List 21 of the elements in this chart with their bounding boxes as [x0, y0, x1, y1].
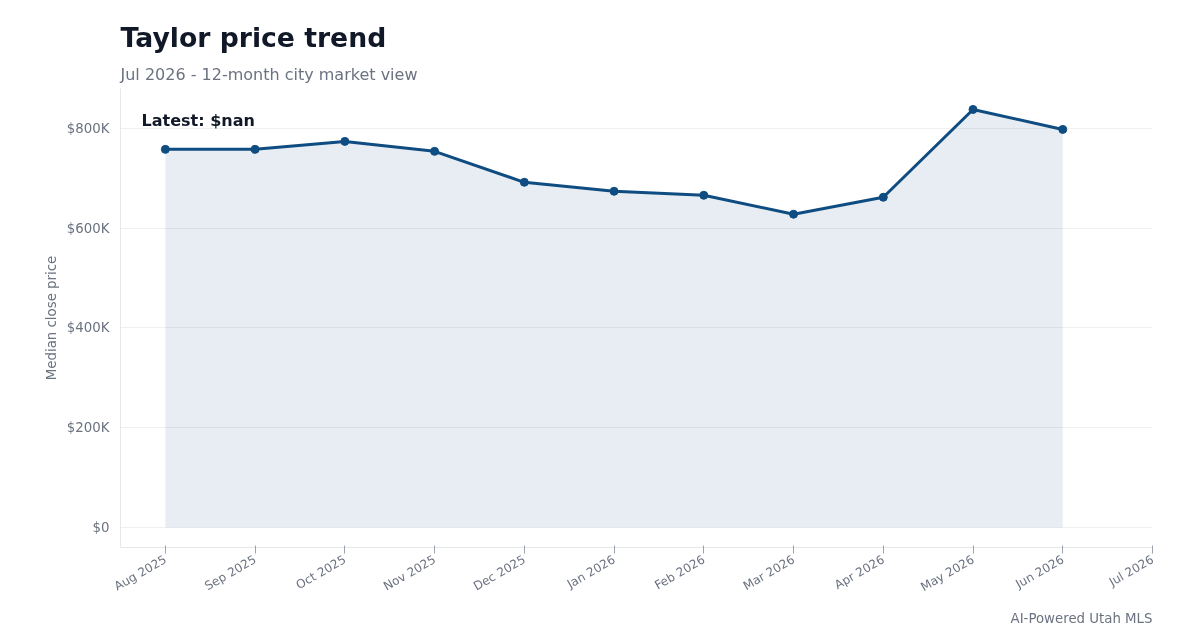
- point: [968, 104, 978, 114]
- y-tick-label: $0: [92, 520, 110, 536]
- point: [699, 190, 709, 200]
- y-axis-title: Median close price: [43, 255, 59, 381]
- chart-subtitle: Jul 2026 - 12-month city market view: [119, 64, 418, 84]
- chart-title: Taylor price trend: [120, 21, 387, 53]
- point: [1058, 124, 1068, 134]
- point: [878, 192, 888, 202]
- y-tick-label: $200K: [66, 420, 111, 436]
- point: [340, 136, 350, 146]
- y-tick-label: $600K: [66, 220, 111, 236]
- point: [789, 209, 799, 219]
- y-tick-label: $400K: [66, 320, 111, 336]
- y-tick-label: $800K: [66, 120, 111, 136]
- point: [609, 186, 619, 196]
- point: [519, 177, 529, 187]
- point: [250, 144, 260, 154]
- annotation: Latest: $nan: [141, 110, 255, 130]
- point: [160, 144, 170, 154]
- point: [430, 146, 440, 156]
- text: AI-Powered Utah MLS: [1010, 610, 1153, 626]
